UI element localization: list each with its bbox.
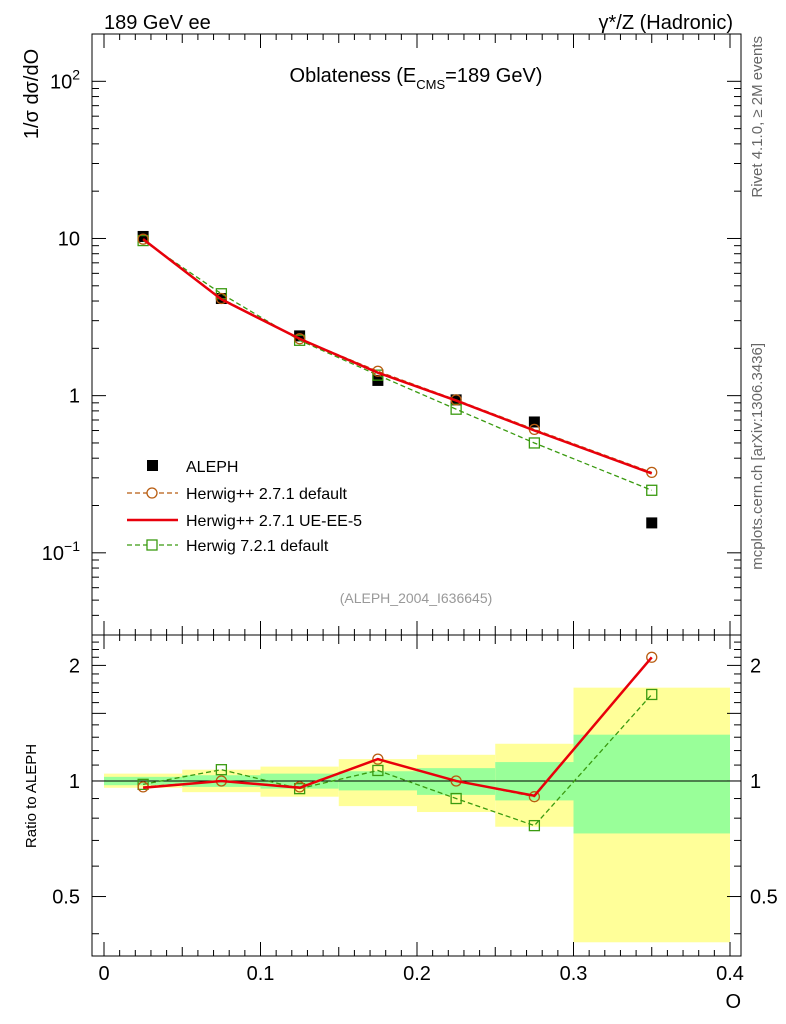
main-series-1-point-2 [293, 333, 306, 345]
legend-marker-aleph [147, 460, 158, 471]
ratio-series-2-point-3 [372, 764, 384, 777]
ratio-y-tick-label-r-1: 1 [750, 771, 761, 793]
legend-label-herwigpp-ueee5: Herwig++ 2.7.1 UE-EE-5 [186, 513, 362, 530]
band-inner-6 [573, 734, 730, 834]
main-y-tick-label-0: 102 [50, 66, 80, 93]
legend-label-aleph: ALEPH [186, 459, 238, 476]
ratio-series-2-point-4 [450, 792, 462, 805]
main-series-1-point-0 [137, 233, 149, 245]
x-tick-label-0: 0 [98, 963, 109, 985]
x-tick-label-3: 0.3 [560, 963, 588, 985]
main-series-3-point-6 [646, 484, 658, 496]
ratio-series-1-line [143, 656, 653, 798]
ratio-series-2-point-5 [528, 819, 541, 832]
x-tick-label-1: 0.1 [247, 963, 275, 985]
series-lines [137, 230, 658, 832]
ratio-series-0-point-3 [372, 753, 384, 765]
main-series-0-point-6 [646, 517, 658, 529]
analysis-id-annotation: (ALEPH_2004_I636645) [340, 590, 493, 606]
main-series-1-point-1 [215, 292, 228, 305]
chart-title: Oblateness (ECMS=189 GeV) [290, 65, 543, 92]
legend-marker-herwig7 [146, 539, 158, 551]
main-series-0-point-0 [137, 230, 149, 242]
ratio-y-axis-label: Ratio to ALEPH [23, 744, 40, 848]
ratio-y-tick-label-r-0: 2 [750, 655, 761, 677]
legend-marker-herwigpp-default [146, 487, 158, 499]
ratio-y-tick-label-l-2: 0.5 [52, 887, 80, 909]
ratio-y-tick-label-l-0: 2 [69, 655, 80, 677]
main-series-3-point-5 [528, 437, 541, 449]
main-series-2-line [142, 238, 653, 475]
ratio-series-2-point-6 [646, 688, 658, 701]
main-y-tick-label-2: 1 [69, 386, 80, 408]
x-axis-label: O [725, 991, 741, 1013]
x-tick-label-4: 0.4 [716, 963, 744, 985]
header-left-label: 189 GeV ee [104, 12, 211, 34]
main-y-axis-label: 1/σ dσ/dO [21, 49, 43, 139]
legend-label-herwigpp-default: Herwig++ 2.7.1 default [186, 486, 348, 503]
tick-labels: 102 10 1 10−1 2 2 1 1 0.5 0.5 0 0.1 0.2 0.3 0.4 [42, 66, 778, 985]
main-y-tick-label-3: 10−1 [42, 538, 80, 565]
uncertainty-bands [92, 687, 741, 943]
ratio-series-0-point-6 [646, 651, 658, 663]
legend: ALEPH Herwig++ 2.7.1 default Herwig++ 2.… [127, 459, 362, 555]
header-right-label: γ*/Z (Hadronic) [599, 12, 733, 34]
main-series-3-line [142, 240, 652, 491]
legend-label-herwig7: Herwig 7.2.1 default [186, 538, 329, 555]
main-series-0-point-5 [528, 416, 540, 428]
rivet-version-label: Rivet 4.1.0, ≥ 2M events [749, 36, 766, 198]
ratio-series-0-point-5 [528, 791, 541, 803]
ratio-y-tick-label-r-2: 0.5 [750, 887, 778, 909]
mcplots-label: mcplots.cern.ch [arXiv:1306.3436] [749, 343, 766, 570]
ratio-y-tick-label-l-1: 1 [69, 771, 80, 793]
x-tick-label-2: 0.2 [403, 963, 431, 985]
ratio-series-2-point-1 [215, 764, 228, 776]
main-series-3-point-4 [450, 403, 462, 415]
main-y-tick-label-1: 10 [58, 228, 80, 250]
ratio-series-2-line [143, 694, 653, 827]
axis-ticks [92, 33, 741, 956]
main-series-1-line [142, 238, 652, 473]
